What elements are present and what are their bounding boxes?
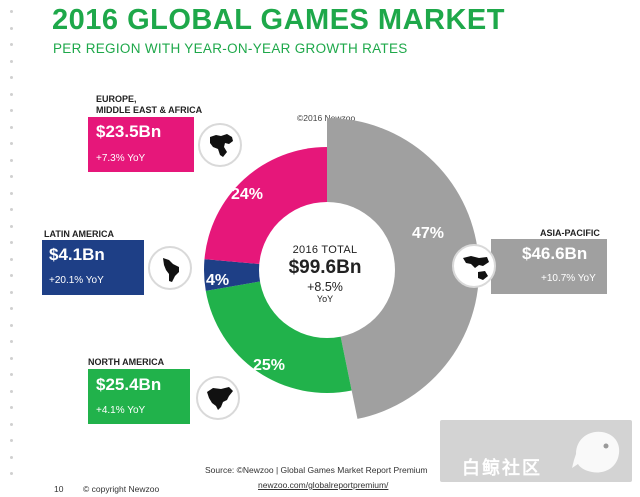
total-growth: +8.5% (307, 280, 343, 294)
decorative-dot (10, 439, 13, 442)
total-growth-unit: YoY (316, 294, 334, 304)
region-name-north-america: NORTH AMERICA (88, 357, 165, 367)
decorative-dot (10, 340, 13, 343)
slice-label-emea: 24% (231, 186, 264, 203)
decorative-dot (10, 158, 13, 162)
region-box-latin-america: $4.1Bn +20.1% YoY (42, 240, 144, 295)
decorative-dot (10, 422, 13, 426)
decorative-dot (10, 92, 13, 96)
chart-copyright: ©2016 Newzoo (297, 113, 356, 123)
slice-label-north-america: 25% (253, 357, 286, 374)
decorative-dot (10, 59, 13, 63)
slice-label-asia-pacific: 47% (412, 225, 445, 242)
decorative-dot (10, 208, 13, 211)
decorative-dot (10, 224, 13, 228)
region-value-north-america: $25.4Bn (96, 375, 162, 394)
region-value-latin-america: $4.1Bn (49, 245, 105, 264)
north-america-map-icon (196, 376, 240, 420)
decorative-dot (10, 389, 13, 393)
total-label: 2016 TOTAL (292, 244, 358, 256)
footer-copyright: © copyright Newzoo (83, 484, 160, 494)
emea-map-icon (198, 123, 242, 167)
decorative-dot (10, 10, 13, 13)
total-value: $99.6Bn (288, 257, 362, 278)
asia-pacific-map-icon (452, 244, 496, 288)
decorative-dot (10, 257, 13, 261)
decorative-dot (10, 241, 13, 244)
region-yoy-emea: +7.3% YoY (96, 153, 146, 164)
decorative-dot (10, 142, 13, 145)
region-yoy-north-america: +4.1% YoY (96, 405, 146, 416)
decorative-dot (10, 290, 13, 294)
decorative-dot (10, 472, 13, 475)
chart-subtitle: PER REGION WITH YEAR-ON-YEAR GROWTH RATE… (53, 41, 408, 56)
decorative-dot (10, 373, 13, 376)
page-number: 10 (54, 484, 64, 494)
region-name-asia-pacific: ASIA-PACIFIC (540, 228, 600, 238)
source-link[interactable]: newzoo.com/globalreportpremium/ (258, 480, 389, 490)
region-box-north-america: $25.4Bn +4.1% YoY (88, 369, 190, 424)
latin-america-map-icon (148, 246, 192, 290)
center-total: 2016 TOTAL $99.6Bn +8.5% YoY (275, 244, 375, 304)
decorative-dot (10, 406, 13, 409)
decorative-dot (10, 274, 13, 277)
region-box-emea: $23.5Bn +7.3% YoY (88, 117, 194, 172)
region-value-emea: $23.5Bn (96, 122, 162, 141)
watermark-text: 白鲸社区 (462, 458, 542, 478)
slice-asia-pacific (327, 118, 480, 419)
decorative-dot (10, 76, 13, 79)
region-name-emea: EUROPE, MIDDLE EAST & AFRICA (96, 94, 203, 115)
chart-title: 2016 GLOBAL GAMES MARKET (52, 4, 505, 36)
decorative-dot (10, 307, 13, 310)
decorative-dot (10, 125, 13, 129)
source-note: Source: ©Newzoo | Global Games Market Re… (205, 465, 428, 475)
decorative-dot (10, 43, 13, 46)
region-yoy-asia-pacific: +10.7% YoY (541, 273, 596, 284)
region-value-asia-pacific: $46.6Bn (522, 244, 588, 263)
region-yoy-latin-america: +20.1% YoY (49, 275, 104, 286)
decorative-dot (10, 323, 13, 327)
donut-hole (259, 202, 395, 338)
decorative-dot (10, 455, 13, 459)
decorative-dot (10, 175, 13, 178)
whale-icon (572, 431, 620, 473)
decorative-dot (10, 356, 13, 360)
watermark: 白鲸社区 (440, 420, 632, 482)
decorative-dot-column (8, 10, 18, 490)
decorative-dot (10, 109, 13, 112)
region-name-latin-america: LATIN AMERICA (44, 229, 114, 239)
decorative-dot (10, 26, 13, 30)
region-box-asia-pacific: $46.6Bn +10.7% YoY (491, 239, 607, 294)
decorative-dot (10, 191, 13, 195)
slice-label-latin-america: 4% (206, 272, 230, 289)
